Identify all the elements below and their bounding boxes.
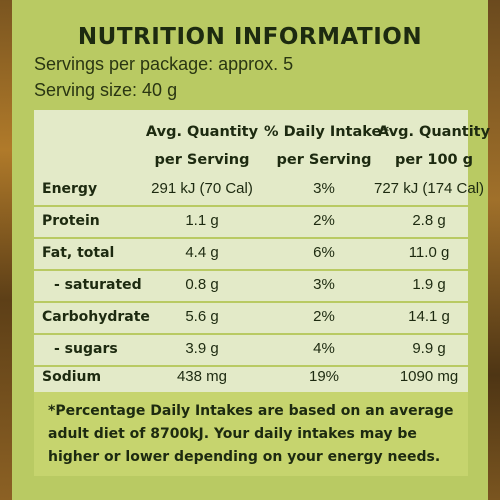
cell-per-100g: 2.8 g (412, 212, 446, 229)
cell-per-serving: 291 kJ (70 Cal) (151, 180, 253, 197)
column-header-line: % Daily Intake* (264, 124, 389, 140)
row-label: Protein (42, 213, 100, 229)
column-header-per-serving: Avg. Quantity per Serving (142, 118, 262, 174)
cell-per-serving: 5.6 g (185, 308, 219, 325)
row-divider (34, 237, 468, 239)
row-label: - saturated (54, 277, 142, 293)
cell-per-100g: 1.9 g (412, 276, 446, 293)
column-header-line: per Serving (276, 152, 372, 168)
footnote-text: *Percentage Daily Intakes are based on a… (48, 403, 454, 465)
row-label: Fat, total (42, 245, 115, 261)
packaging-edge-left (0, 0, 12, 500)
column-header-daily-intake: % Daily Intake* per Serving (264, 118, 389, 174)
packaging-edge-right (488, 0, 500, 500)
cell-daily-intake: 3% (313, 180, 335, 197)
cell-per-100g: 1090 mg (399, 368, 459, 385)
cell-per-100g: 727 kJ (174 Cal) (374, 180, 485, 197)
row-label: Energy (42, 181, 98, 197)
column-header-line: Avg. Quantity (145, 124, 259, 140)
table-row-carbohydrate: Carbohydrate 5.6 g 2% 14.1 g (34, 302, 468, 332)
cell-daily-intake: 19% (308, 368, 340, 385)
cell-daily-intake: 2% (313, 308, 335, 325)
cell-daily-intake: 3% (313, 276, 335, 293)
table-row-sugars: - sugars 3.9 g 4% 9.9 g (34, 334, 468, 364)
row-divider (34, 365, 468, 367)
nutrition-table: Avg. Quantity per Serving % Daily Intake… (34, 110, 490, 392)
column-header-line: Avg. Quantity (377, 124, 491, 140)
servings-per-package: Servings per package: approx. 5 (34, 54, 294, 74)
footnote-box: *Percentage Daily Intakes are based on a… (34, 392, 468, 476)
cell-daily-intake: 6% (313, 244, 335, 261)
serving-size: Serving size: 40 g (34, 80, 178, 100)
cell-per-serving: 4.4 g (185, 244, 219, 261)
column-header-line: per 100 g (394, 152, 474, 168)
nutrition-panel: NUTRITION INFORMATION Servings per packa… (12, 0, 490, 500)
table-row-sodium: Sodium 438 mg 19% 1090 mg (34, 362, 468, 392)
row-label: Carbohydrate (42, 309, 150, 325)
cell-per-serving: 1.1 g (185, 212, 219, 229)
cell-per-serving: 0.8 g (185, 276, 219, 293)
cell-daily-intake: 2% (313, 212, 335, 229)
table-row-energy: Energy 291 kJ (70 Cal) 3% 727 kJ (174 Ca… (34, 174, 484, 204)
cell-per-serving: 3.9 g (185, 340, 219, 357)
row-label: - sugars (54, 341, 118, 357)
row-divider (34, 301, 468, 303)
table-row-fat-total: Fat, total 4.4 g 6% 11.0 g (34, 238, 468, 268)
row-label: Sodium (42, 369, 102, 385)
cell-daily-intake: 4% (313, 340, 335, 357)
table-row-saturated: - saturated 0.8 g 3% 1.9 g (34, 270, 468, 300)
row-divider (34, 269, 468, 271)
panel-title: NUTRITION INFORMATION (77, 24, 423, 50)
cell-per-serving: 438 mg (176, 368, 228, 385)
table-row-protein: Protein 1.1 g 2% 2.8 g (34, 206, 468, 236)
column-header-line: per Serving (154, 152, 250, 168)
cell-per-100g: 11.0 g (408, 244, 450, 261)
cell-per-100g: 9.9 g (412, 340, 446, 357)
cell-per-100g: 14.1 g (408, 308, 450, 325)
column-header-per-100g: Avg. Quantity per 100 g (374, 118, 494, 174)
row-divider (34, 205, 468, 207)
row-divider (34, 333, 468, 335)
